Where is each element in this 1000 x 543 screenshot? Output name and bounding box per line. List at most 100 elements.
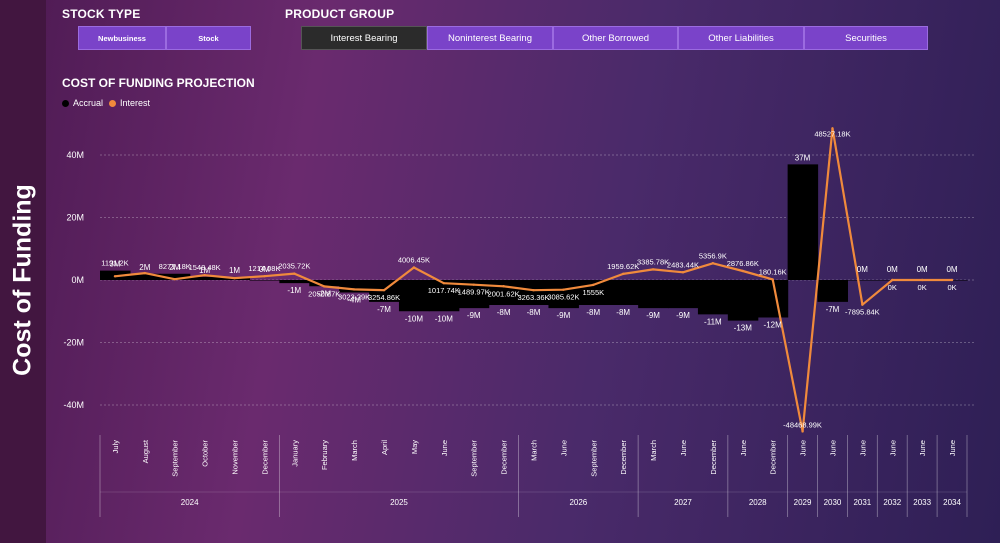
- x-tick-label: June: [679, 440, 688, 456]
- accrual-data-label: -4M: [347, 296, 361, 305]
- accrual-bar: [817, 280, 849, 302]
- accrual-data-label: -10M: [435, 314, 454, 323]
- year-label: 2028: [749, 498, 767, 507]
- accrual-data-label: -7M: [377, 305, 391, 314]
- x-tick-label: December: [500, 440, 509, 475]
- interest-point: [442, 281, 446, 285]
- x-tick-label: December: [260, 440, 269, 475]
- accrual-data-label: 0M: [887, 265, 898, 274]
- x-tick-label: June: [799, 440, 808, 456]
- accrual-data-label: 3M: [109, 260, 120, 269]
- accrual-data-label: -12M: [764, 321, 783, 330]
- interest-legend-label: Interest: [120, 98, 151, 108]
- accrual-bar: [548, 280, 579, 309]
- y-tick-label: -20M: [63, 338, 84, 348]
- x-tick-label: September: [171, 439, 180, 476]
- interest-data-label: 1959.62K: [607, 262, 639, 271]
- accrual-data-label: 2M: [169, 263, 180, 272]
- accrual-bar: [279, 280, 310, 284]
- accrual-data-label: -8M: [497, 308, 511, 317]
- accrual-data-label: 1M: [229, 266, 240, 275]
- year-label: 2034: [943, 498, 961, 507]
- accrual-bar: [847, 280, 878, 281]
- interest-data-label: 8271.18K: [159, 262, 191, 271]
- interest-data-label: -7895.84K: [845, 308, 880, 317]
- interest-point: [891, 278, 894, 282]
- x-tick-label: June: [440, 440, 449, 456]
- accrual-data-label: -9M: [676, 311, 690, 320]
- interest-point: [801, 430, 804, 433]
- accrual-legend-marker: [62, 99, 69, 107]
- x-tick-label: March: [649, 440, 658, 461]
- accrual-legend-label: Accrual: [73, 98, 104, 108]
- stock-type-newbusiness-button[interactable]: Newbusiness: [78, 26, 166, 50]
- interest-data-label: 0K: [918, 283, 927, 292]
- accrual-data-label: -1M: [287, 286, 301, 295]
- report-panel: STOCK TYPE Newbusiness Stock PRODUCT GRO…: [46, 0, 1000, 543]
- interest-point: [741, 269, 744, 273]
- product-group-other-borrowed-button[interactable]: Other Borrowed: [553, 26, 678, 50]
- y-tick-label: 20M: [66, 213, 84, 223]
- interest-data-label: 3254.86K: [368, 293, 400, 302]
- product-group-noninterest-bearing-button[interactable]: Noninterest Bearing: [427, 26, 553, 50]
- interest-point: [352, 288, 356, 291]
- interest-point: [592, 283, 595, 287]
- interest-point: [412, 266, 416, 269]
- x-tick-label: June: [559, 440, 568, 456]
- accrual-data-label: -13M: [734, 324, 753, 333]
- accrual-data-label: -8M: [527, 308, 541, 317]
- year-label: 2025: [390, 498, 408, 507]
- interest-data-label: 0K: [947, 283, 956, 292]
- x-tick-label: September: [470, 439, 479, 476]
- interest-data-label: 4006.45K: [398, 255, 430, 264]
- interest-data-label: 1017.74K: [428, 286, 460, 295]
- interest-point: [651, 268, 655, 271]
- stock-type-stock-button[interactable]: Stock: [166, 26, 251, 50]
- product-group-interest-bearing-button[interactable]: Interest Bearing: [301, 26, 427, 50]
- y-tick-label: -40M: [63, 400, 84, 410]
- accrual-bar: [428, 280, 460, 312]
- x-tick-label: December: [709, 440, 718, 475]
- accrual-bar: [129, 273, 161, 280]
- year-label: 2029: [794, 498, 812, 507]
- interest-data-label: 2876.86K: [727, 259, 759, 268]
- x-tick-label: October: [201, 440, 210, 467]
- interest-point: [233, 276, 236, 280]
- accrual-bar: [638, 280, 669, 309]
- chart-title: COST OF FUNDING PROJECTION: [62, 76, 255, 90]
- accrual-data-label: 2M: [139, 263, 150, 272]
- accrual-data-label: 1M: [199, 266, 210, 275]
- interest-data-label: 3023.29K: [338, 292, 370, 301]
- interest-data-label: 5356.9K: [699, 251, 727, 260]
- interest-point: [113, 275, 117, 278]
- accrual-data-label: 0M: [946, 265, 957, 274]
- year-label: 2027: [674, 498, 692, 507]
- interest-point: [323, 285, 326, 288]
- x-tick-label: January: [290, 440, 299, 467]
- accrual-data-label: -9M: [467, 311, 481, 320]
- interest-point: [861, 303, 864, 306]
- accrual-data-label: 0M: [857, 265, 868, 274]
- interest-point: [472, 283, 475, 286]
- interest-point: [143, 271, 147, 275]
- accrual-data-label: -8M: [586, 308, 600, 317]
- accrual-data-label: -7M: [826, 305, 840, 314]
- x-tick-label: June: [948, 440, 957, 456]
- product-group-securities-button[interactable]: Securities: [804, 26, 928, 50]
- interest-point: [681, 271, 685, 274]
- interest-point: [293, 272, 296, 275]
- accrual-bar: [697, 280, 729, 315]
- accrual-data-label: -8M: [616, 308, 630, 317]
- x-tick-label: February: [320, 440, 329, 470]
- x-tick-label: June: [918, 440, 927, 456]
- x-tick-label: July: [111, 440, 120, 454]
- accrual-bar: [249, 280, 280, 281]
- interest-data-label: 2483.44K: [667, 260, 699, 269]
- accrual-bar: [727, 280, 759, 321]
- year-label: 2031: [853, 498, 871, 507]
- product-group-other-liabilities-button[interactable]: Other Liabilities: [678, 26, 804, 50]
- accrual-data-label: -10M: [405, 314, 424, 323]
- x-tick-label: August: [141, 439, 150, 463]
- accrual-data-label: -11M: [704, 317, 722, 326]
